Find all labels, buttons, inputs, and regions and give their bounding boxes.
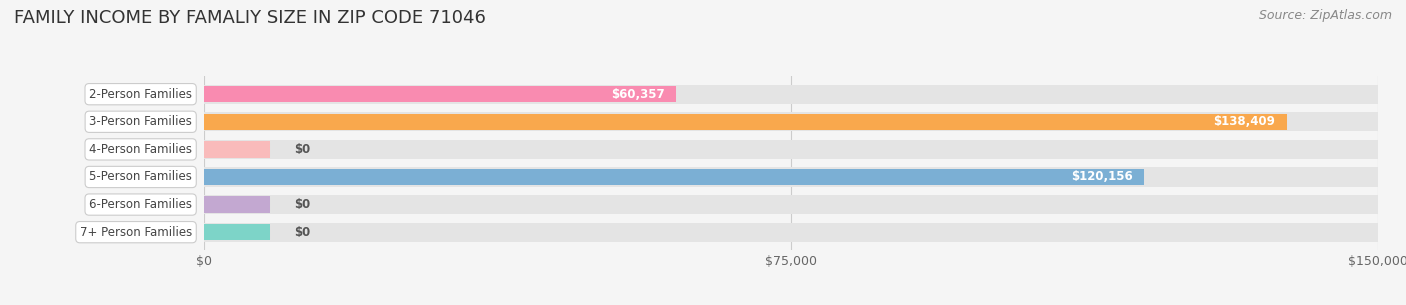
Bar bbox=[204, 223, 1378, 242]
Bar bbox=[204, 84, 1378, 104]
Bar bbox=[204, 195, 1378, 214]
Text: $60,357: $60,357 bbox=[610, 88, 665, 101]
Text: 2-Person Families: 2-Person Families bbox=[89, 88, 193, 101]
Text: $138,409: $138,409 bbox=[1213, 115, 1275, 128]
Bar bbox=[204, 169, 1144, 185]
Text: $120,156: $120,156 bbox=[1071, 170, 1133, 184]
Text: 5-Person Families: 5-Person Families bbox=[89, 170, 193, 184]
Text: $0: $0 bbox=[294, 198, 311, 211]
Text: $0: $0 bbox=[294, 226, 311, 239]
Bar bbox=[204, 224, 270, 240]
Text: 7+ Person Families: 7+ Person Families bbox=[80, 226, 193, 239]
Bar bbox=[204, 196, 270, 213]
Text: Source: ZipAtlas.com: Source: ZipAtlas.com bbox=[1258, 9, 1392, 22]
Bar bbox=[204, 140, 1378, 159]
Text: 6-Person Families: 6-Person Families bbox=[89, 198, 193, 211]
Text: 3-Person Families: 3-Person Families bbox=[89, 115, 193, 128]
Text: $0: $0 bbox=[294, 143, 311, 156]
Text: FAMILY INCOME BY FAMALIY SIZE IN ZIP CODE 71046: FAMILY INCOME BY FAMALIY SIZE IN ZIP COD… bbox=[14, 9, 486, 27]
Text: 4-Person Families: 4-Person Families bbox=[89, 143, 193, 156]
Bar bbox=[204, 141, 270, 158]
Bar bbox=[204, 113, 1286, 130]
Bar bbox=[204, 167, 1378, 187]
Bar bbox=[204, 112, 1378, 131]
Bar bbox=[204, 86, 676, 102]
